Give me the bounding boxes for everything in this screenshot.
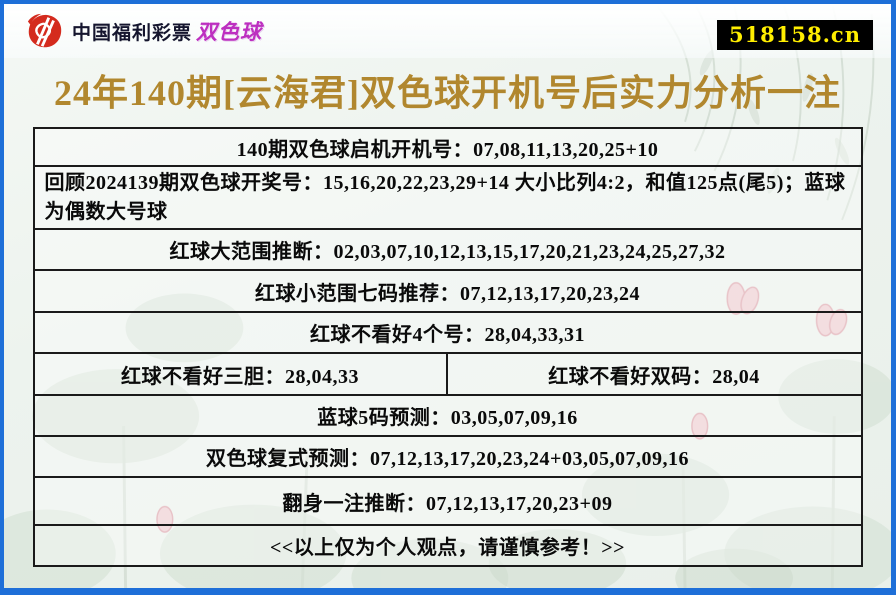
row-red-dislike-four: 红球不看好4个号：28,04,33,31 [34,313,861,354]
china-welfare-lottery-logo-icon [27,13,62,48]
row-red-dislike-split: 红球不看好三胆：28,04,33 红球不看好双码：28,04 [34,354,861,396]
page-title: 24年140期[云海君]双色球开机号后实力分析一注 [54,73,841,113]
row-disclaimer: <<以上仅为个人观点，请谨慎参考！>> [35,526,861,565]
row-complex-prediction: 双色球复式预测：07,12,13,17,20,23,24+03,05,07,09… [34,437,861,478]
row-red-wide-range: 红球大范围推断：02,03,07,10,12,13,15,17,20,21,23… [34,230,861,271]
site-url-badge[interactable]: 518158.cn [716,20,873,50]
analysis-table: 140期双色球启机开机号：07,08,11,13,20,25+10 回顾2024… [32,127,863,567]
row-previous-draw-review: 回顾2024139期双色球开奖号：15,16,20,22,23,29+14 大小… [34,167,861,230]
row-red-wide-range-text: 红球大范围推断：02,03,07,10,12,13,15,17,20,21,23… [169,241,726,263]
cell-red-dislike-two: 红球不看好双码：28,04 [448,354,861,394]
row-red-dislike-four-text: 红球不看好4个号：28,04,33,31 [310,324,585,346]
row-machine-numbers: 140期双色球启机开机号：07,08,11,13,20,25+10 [34,129,861,167]
row-blue-five-codes-text: 蓝球5码预测：03,05,07,09,16 [317,407,578,429]
brand-prefix-label: 中国福利彩票 [72,23,193,44]
row-blue-five-codes: 蓝球5码预测：03,05,07,09,16 [34,396,861,437]
cell-red-dislike-two-text: 红球不看好双码：28,04 [548,365,760,388]
header: 中国福利彩票 双色球 518158.cn [4,4,891,58]
brand: 中国福利彩票 双色球 [72,16,262,46]
row-previous-draw-review-text: 回顾2024139期双色球开奖号：15,16,20,22,23,29+14 大小… [44,172,846,223]
row-single-bet-text: 翻身一注推断：07,12,13,17,20,23+09 [282,492,613,515]
cell-red-dislike-three: 红球不看好三胆：28,04,33 [35,354,448,394]
cell-red-dislike-three-text: 红球不看好三胆：28,04,33 [121,365,359,388]
row-single-bet: 翻身一注推断：07,12,13,17,20,23+09 [34,478,861,526]
row-complex-prediction-text: 双色球复式预测：07,12,13,17,20,23,24+03,05,07,09… [206,448,689,470]
brand-suffix-label: 双色球 [196,21,263,44]
row-red-seven-codes-text: 红球小范围七码推荐：07,12,13,17,20,23,24 [255,282,640,305]
row-disclaimer-text: <<以上仅为个人观点，请谨慎参考！>> [269,537,626,559]
row-red-seven-codes: 红球小范围七码推荐：07,12,13,17,20,23,24 [34,271,861,313]
row-machine-numbers-text: 140期双色球启机开机号：07,08,11,13,20,25+10 [236,138,659,161]
